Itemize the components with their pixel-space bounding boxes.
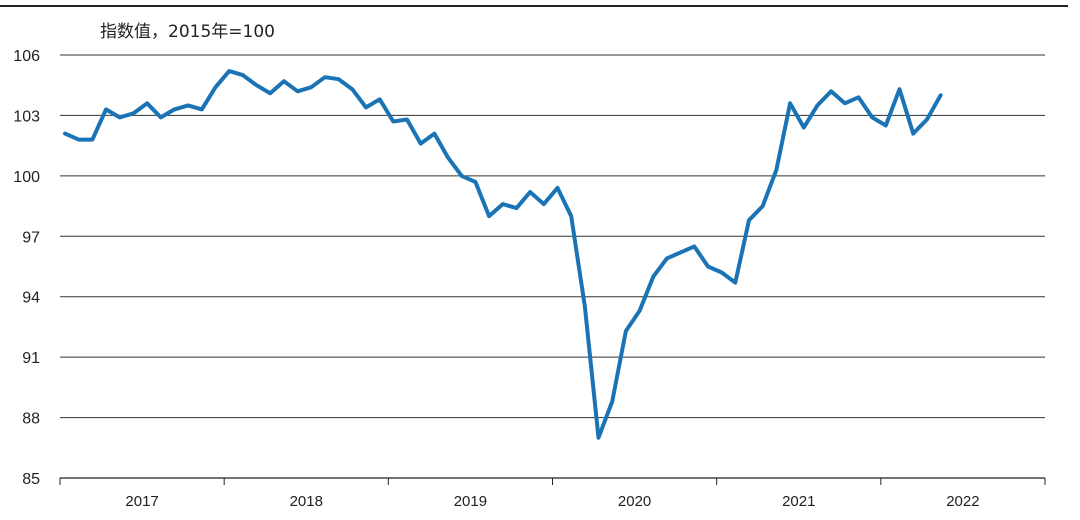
y-tick-label-91: 91 — [22, 350, 40, 367]
series-line-0 — [63, 69, 943, 440]
y-tick-label-85: 85 — [22, 471, 40, 488]
unit-label: 指数值，2015年=100 — [100, 22, 275, 42]
x-tick-label-2021: 2021 — [782, 493, 815, 510]
y-tick-label-88: 88 — [22, 411, 40, 428]
y-tick-label-97: 97 — [22, 229, 40, 246]
x-tick-label-2020: 2020 — [618, 493, 651, 510]
x-tick-label-2022: 2022 — [946, 493, 979, 510]
gridlines — [60, 54, 1045, 479]
x-tick-label-2019: 2019 — [454, 493, 487, 510]
y-tick-label-103: 103 — [13, 108, 40, 125]
x-axis: 2017 2018 2019 2020 2021 2022 — [59, 478, 1046, 510]
series-group — [63, 69, 943, 440]
y-tick-label-94: 94 — [22, 290, 40, 307]
x-tick-label-2018: 2018 — [290, 493, 323, 510]
x-tick-label-2017: 2017 — [125, 493, 158, 510]
y-tick-label-100: 100 — [13, 169, 40, 186]
y-axis-ticks: 85 88 91 94 97 100 103 106 — [13, 48, 40, 488]
y-tick-label-106: 106 — [13, 48, 40, 65]
